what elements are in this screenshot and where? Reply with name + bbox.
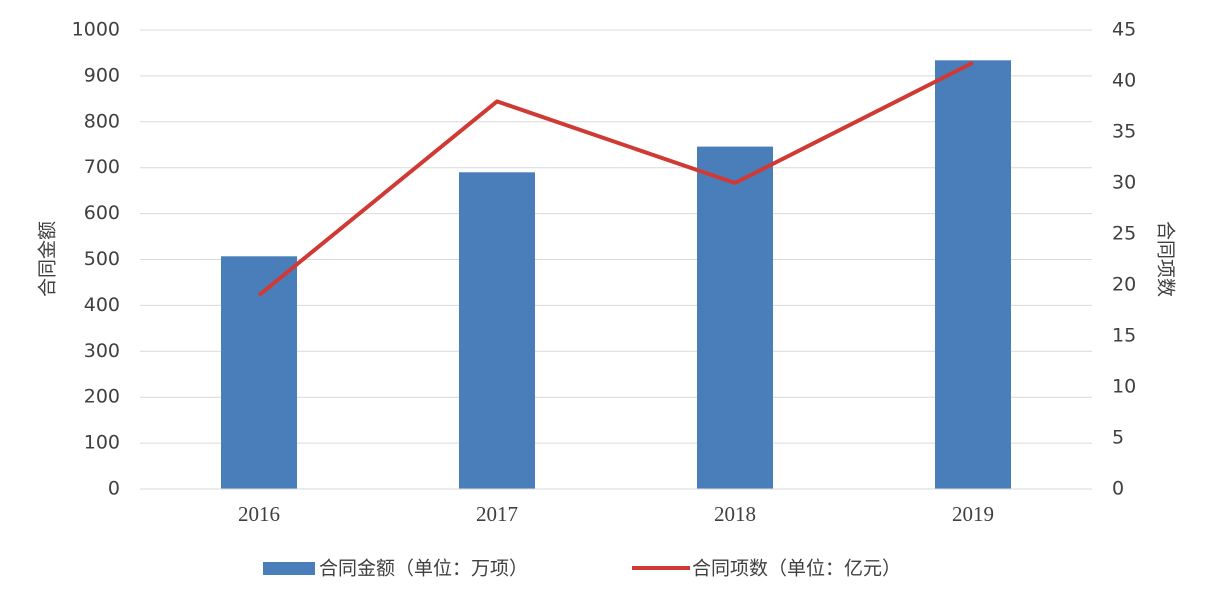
y-tick-label: 0 — [108, 478, 120, 500]
bar — [459, 172, 535, 490]
y-tick-label: 300 — [84, 340, 120, 362]
y2-axis-label: 合同项数 — [1155, 221, 1177, 297]
y-tick-label: 900 — [84, 64, 120, 86]
y-tick-label: 600 — [84, 202, 120, 224]
y2-tick-label: 20 — [1112, 274, 1136, 296]
x-tick-label: 2018 — [714, 502, 756, 526]
y2-tick-label: 30 — [1112, 172, 1136, 194]
y-tick-label: 400 — [84, 294, 120, 316]
y2-tick-label: 35 — [1112, 121, 1136, 143]
bar — [221, 256, 297, 489]
x-tick-label: 2016 — [238, 502, 280, 526]
y2-tick-label: 45 — [1112, 19, 1136, 41]
bar — [697, 146, 773, 489]
y-tick-label: 500 — [84, 248, 120, 270]
y-tick-label: 800 — [84, 110, 120, 132]
y-tick-label: 700 — [84, 156, 120, 178]
y2-tick-label: 25 — [1112, 223, 1136, 245]
legend-swatch — [263, 562, 315, 575]
y-tick-label: 100 — [84, 432, 120, 454]
legend-label: 合同项数（单位：亿元） — [692, 558, 901, 580]
y-tick-label: 200 — [84, 386, 120, 408]
y2-tick-label: 10 — [1112, 376, 1136, 398]
y2-tick-label: 15 — [1112, 325, 1136, 347]
y-axis-label: 合同金额 — [37, 221, 59, 297]
y2-tick-label: 5 — [1112, 427, 1124, 449]
y2-tick-label: 0 — [1112, 478, 1124, 500]
legend-label: 合同金额（单位：万项） — [319, 558, 528, 580]
x-tick-label: 2019 — [952, 502, 994, 526]
x-tick-label: 2017 — [476, 502, 518, 526]
y2-tick-label: 40 — [1112, 70, 1136, 92]
bar — [935, 60, 1011, 489]
line — [257, 60, 974, 297]
y-tick-label: 1000 — [72, 19, 120, 41]
